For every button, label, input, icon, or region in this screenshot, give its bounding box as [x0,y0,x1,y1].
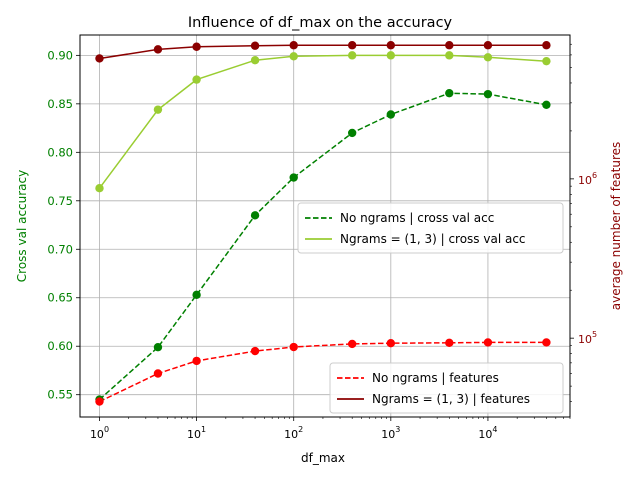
data-point-ngrams-features [192,42,201,51]
legend-entry: No ngrams | cross val acc [340,211,494,225]
data-point-no-ngrams-features [95,397,104,406]
series-lines [98,44,547,403]
x-tick-exponent: 2 [298,425,303,434]
data-point-ngrams-accuracy [386,51,396,60]
plot-frame [79,34,571,418]
data-point-ngrams-features [347,41,357,50]
y-right-tick-base: 10 [578,174,592,187]
data-point-ngrams-features [445,41,454,50]
data-point-ngrams-features [542,41,551,50]
x-axis-label: df_max [301,451,345,465]
series-line-no-ngrams-accuracy [99,92,547,401]
data-point-no-ngrams-features [386,338,396,348]
legend-entry: Ngrams = (1, 3) | features [372,392,530,406]
y-left-tick-label: 0.80 [47,145,73,159]
x-tick-base: 10 [381,428,395,441]
y-left-tick-label: 0.85 [47,97,73,111]
y-right-tick-exponent: 6 [592,171,597,180]
data-point-no-ngrams-accuracy [445,88,454,98]
data-point-ngrams-features [95,54,104,63]
x-tick-label: 101 [187,425,206,441]
data-point-ngrams-features [289,41,298,50]
y-right-tick-label: 106 [578,171,597,187]
y-right-tick-exponent: 5 [592,330,597,339]
data-point-no-ngrams-accuracy [289,173,298,182]
y-left-tick-label: 0.60 [47,339,73,353]
data-point-no-ngrams-accuracy [250,211,260,220]
grid [80,35,570,417]
y-axis-right-label: average number of features [609,142,623,311]
data-point-ngrams-features [250,41,260,50]
data-point-ngrams-accuracy [192,75,201,84]
data-point-no-ngrams-accuracy [192,290,201,300]
x-tick-exponent: 3 [395,425,400,434]
data-point-ngrams-accuracy [95,183,104,193]
legend-lower: No ngrams | features Ngrams = (1, 3) | fe… [329,362,564,414]
y-right-tick-base: 10 [578,333,592,346]
data-point-no-ngrams-accuracy [347,128,357,138]
data-point-ngrams-features [153,45,163,54]
data-point-ngrams-features [483,41,493,50]
data-point-no-ngrams-features [250,346,260,356]
data-point-no-ngrams-features [445,338,454,348]
y-left-tick-label: 0.75 [47,194,73,208]
x-tick-label: 104 [478,425,497,441]
data-point-no-ngrams-features [153,369,163,378]
data-point-ngrams-features [386,41,396,50]
x-axis: 100 101 102 103 104 [90,417,571,441]
data-point-no-ngrams-features [192,356,201,366]
chart-title: Influence of df_max on the accuracy [188,15,453,31]
x-tick-base: 10 [284,428,298,441]
data-point-no-ngrams-features [347,339,357,349]
data-point-ngrams-accuracy [542,56,551,66]
x-tick-label: 102 [284,425,303,441]
legend-box [297,202,564,254]
y-right-tick-label: 105 [578,330,597,346]
data-point-ngrams-accuracy [445,51,454,60]
data-point-no-ngrams-accuracy [386,110,396,119]
data-point-no-ngrams-features [289,342,298,352]
x-tick-base: 10 [187,428,201,441]
x-tick-label: 103 [381,425,400,441]
legend-box [329,362,564,414]
data-point-no-ngrams-accuracy [542,100,551,110]
y-axis-left: 0.55 0.60 0.65 0.70 0.75 0.80 0.85 0.90 [47,48,80,402]
data-point-ngrams-accuracy [289,52,298,61]
x-tick-exponent: 4 [492,425,497,434]
y-left-tick-label: 0.65 [47,291,73,305]
y-left-tick-label: 0.55 [47,388,73,402]
legend-entry: No ngrams | features [372,371,499,385]
data-point-no-ngrams-accuracy [153,342,163,352]
data-point-ngrams-accuracy [483,53,493,62]
y-left-tick-label: 0.90 [47,48,73,62]
series-line-ngrams-accuracy [98,54,547,189]
data-point-no-ngrams-features [483,338,493,347]
series-line-no-ngrams-features [99,341,547,403]
data-point-no-ngrams-features [542,338,551,347]
data-point-ngrams-accuracy [250,56,260,65]
data-point-ngrams-accuracy [153,105,163,114]
y-left-tick-label: 0.70 [47,242,73,256]
legend-upper: No ngrams | cross val acc Ngrams = (1, 3)… [297,202,564,254]
legend-entry: Ngrams = (1, 3) | cross val acc [340,232,526,246]
y-axis-left-label: Cross val accuracy [15,170,29,282]
series-points [95,41,551,406]
x-tick-base: 10 [90,428,104,441]
data-point-no-ngrams-accuracy [483,89,493,99]
x-tick-exponent: 0 [104,425,109,434]
x-tick-base: 10 [478,428,492,441]
data-point-ngrams-accuracy [347,51,357,60]
series-line-ngrams-features [99,44,547,60]
x-tick-exponent: 1 [201,425,206,434]
x-tick-label: 100 [90,425,109,441]
